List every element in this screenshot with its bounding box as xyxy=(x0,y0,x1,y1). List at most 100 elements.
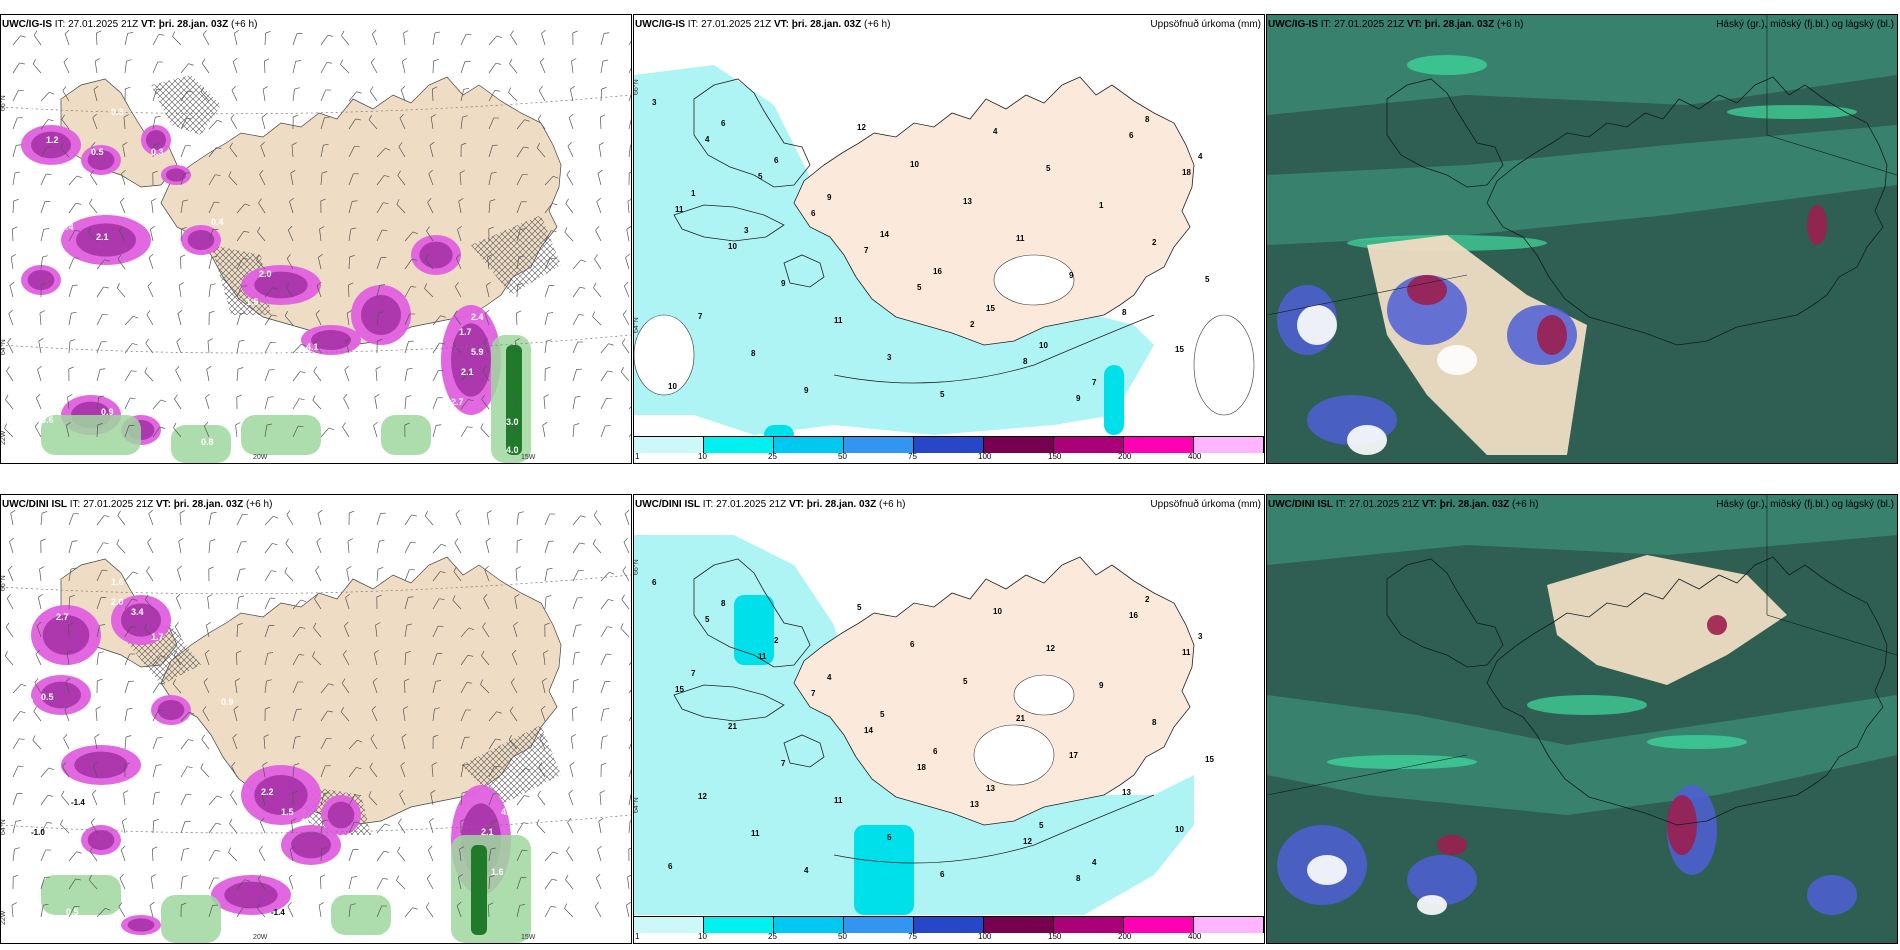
wind-barb xyxy=(233,29,239,46)
wind-barb xyxy=(370,734,378,750)
precip-value-label: 6 xyxy=(940,870,945,879)
wind-barb xyxy=(264,652,274,666)
wind-barb xyxy=(145,594,154,610)
wind-barb xyxy=(376,257,387,270)
rain-amount-label: 0.3 xyxy=(21,107,34,117)
rain-core xyxy=(74,751,128,779)
wind-barb xyxy=(430,790,436,806)
wind-barb xyxy=(201,58,210,74)
rain-core xyxy=(76,223,136,257)
precip-colorbar: 1 10 25 50 75 100 150 200 400 xyxy=(634,916,1264,943)
wind-barb xyxy=(180,117,192,130)
wind-barb xyxy=(264,58,270,74)
wind-barb xyxy=(348,282,354,298)
wind-barb xyxy=(124,397,136,410)
lon-label: 15W xyxy=(521,934,536,941)
rain-amount-label: 1.3 xyxy=(301,817,314,827)
wind-barb xyxy=(314,338,322,354)
wind-barb xyxy=(597,845,602,862)
wind-barb xyxy=(480,423,490,438)
colorbar-swatch xyxy=(704,437,774,453)
wind-barb xyxy=(124,598,138,610)
wind-barb xyxy=(5,622,14,638)
wind-barb xyxy=(571,58,577,74)
wind-barb xyxy=(544,366,551,382)
rain-amount-label: 1.7 xyxy=(151,632,164,642)
region-line xyxy=(1766,134,1897,176)
wind-barb xyxy=(565,198,574,214)
wind-barb xyxy=(150,874,156,890)
wind-barb xyxy=(404,623,413,638)
precip-value-label: 9 xyxy=(827,193,832,202)
precip-area-1-10mm xyxy=(634,65,1154,435)
wind-barb xyxy=(488,171,497,186)
rain-core xyxy=(42,615,90,655)
panel-igis-wind-rain: UWC/IG-IS IT: 27.01.2025 21Z VT: þri. 28… xyxy=(0,14,632,464)
wind-barb xyxy=(341,678,350,694)
wind-barb xyxy=(460,371,475,382)
wind-barb xyxy=(180,848,190,862)
wind-barb xyxy=(236,203,251,214)
wind-barb xyxy=(572,286,586,298)
wind-barb xyxy=(623,537,630,554)
high-cloud-core xyxy=(1437,835,1467,855)
wind-barb xyxy=(319,226,325,242)
wind-barb xyxy=(488,711,502,722)
colorbar-swatch xyxy=(1124,437,1194,453)
wind-barb xyxy=(373,649,379,666)
rain-core xyxy=(451,323,491,397)
rain-amount-label: 2.1 xyxy=(481,827,494,837)
rain-amount-label: 1.5 xyxy=(246,297,259,307)
region-line xyxy=(1267,754,1468,796)
panel-field-title: Uppsöfnuð úrkoma (mm) xyxy=(1150,499,1261,510)
wind-barb xyxy=(68,905,80,918)
wind-barb xyxy=(621,594,630,610)
wind-barb xyxy=(11,902,17,918)
colorbar-label: 50 xyxy=(838,932,847,941)
rain-core xyxy=(254,271,308,299)
panel-title: UWC/DINI ISL IT: 27.01.2025 21Z VT: þri.… xyxy=(1268,499,1539,510)
wind-barb xyxy=(457,225,462,242)
mid-cloud-band xyxy=(1267,15,1897,115)
wind-barb xyxy=(236,258,249,270)
rain-amount-label: 1.6 xyxy=(111,577,124,587)
rain-core xyxy=(157,700,185,720)
precip-value-label: 6 xyxy=(811,209,816,218)
precip-value-label: 5 xyxy=(1046,164,1051,173)
wind-barb xyxy=(484,565,490,582)
rain-amount-label: 0.3 xyxy=(111,107,124,117)
wind-barb xyxy=(544,513,556,526)
high-cloud-core xyxy=(1707,615,1727,635)
wind-barb xyxy=(460,88,470,102)
rain-amount-label: 3.4 xyxy=(131,607,144,617)
colorbar-label: 200 xyxy=(1118,932,1132,941)
precip-value-label: 8 xyxy=(1152,718,1157,727)
wind-barb xyxy=(348,794,361,806)
colorbar-label: 150 xyxy=(1048,932,1062,941)
wind-barb xyxy=(40,228,50,242)
wind-barb xyxy=(622,310,630,326)
wind-barb xyxy=(424,510,434,526)
rain-amount-label: 2.4 xyxy=(471,312,484,322)
rain-amount-label: 0.9 xyxy=(101,407,114,417)
wind-barb xyxy=(596,197,602,214)
rain-amount-label: 2.3 xyxy=(356,857,369,867)
wind-barb xyxy=(456,901,462,918)
wind-barb xyxy=(566,846,574,862)
wind-barb xyxy=(264,30,271,46)
wind-barb xyxy=(432,680,442,694)
wind-barb xyxy=(121,169,126,186)
wind-barb xyxy=(483,594,490,610)
reykjanes-coast xyxy=(783,254,825,288)
wind-barb xyxy=(600,708,610,722)
wind-barb xyxy=(570,734,576,750)
wind-barb xyxy=(40,119,54,130)
wind-barb xyxy=(180,821,191,834)
wind-barb xyxy=(460,791,468,806)
wind-barb xyxy=(292,626,306,638)
wind-barb xyxy=(572,597,583,610)
wind-barb xyxy=(404,422,410,438)
precip-value-label: 13 xyxy=(970,800,979,809)
mid-cloud-band xyxy=(1267,495,1897,565)
precip-map: 66°N64°N34567528961811109113545125789121… xyxy=(634,65,1255,445)
